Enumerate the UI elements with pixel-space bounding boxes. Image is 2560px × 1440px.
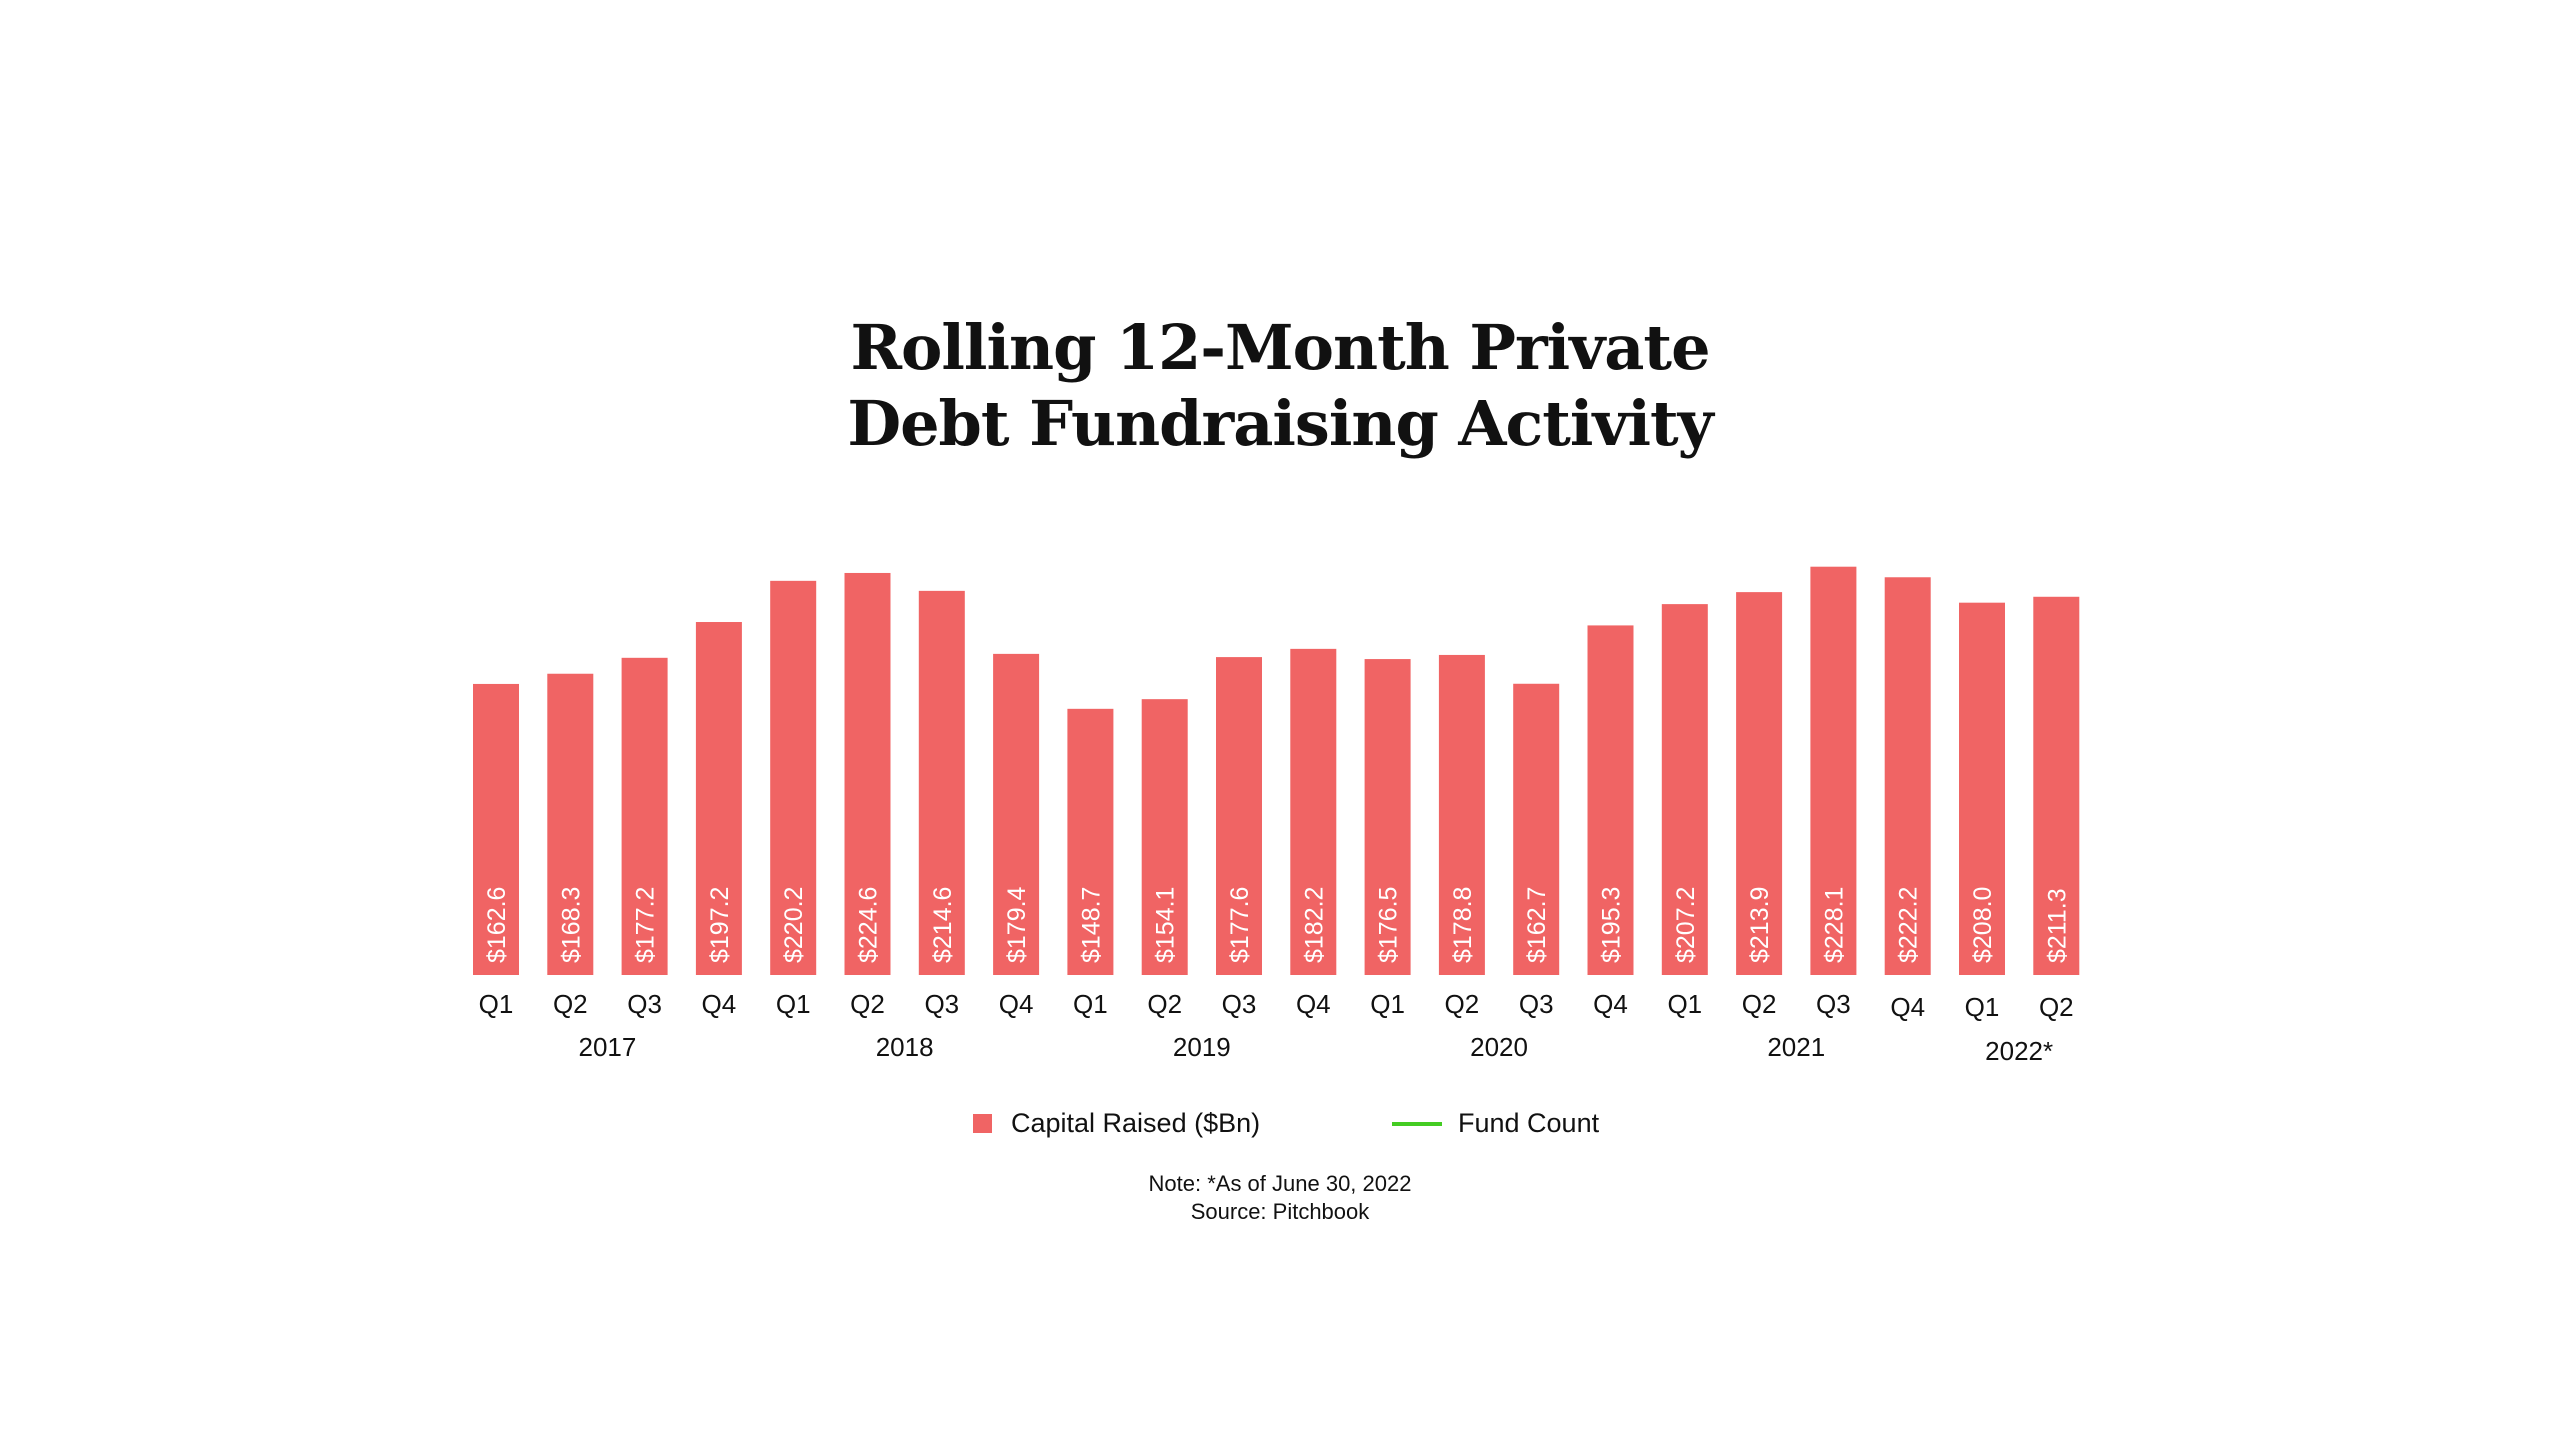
- x-tick-label-quarter: Q4: [1296, 989, 1331, 1019]
- bar-data-label: $154.1: [1152, 887, 1180, 963]
- x-tick-label-quarter: Q3: [1222, 989, 1257, 1019]
- bar-data-label: $224.6: [855, 887, 883, 963]
- x-tick-label-quarter: Q3: [1519, 989, 1554, 1019]
- bar: [1661, 604, 1708, 975]
- bar-data-label: $197.2: [706, 887, 734, 963]
- bar-data-label: $213.9: [1746, 887, 1774, 963]
- legend-item-capital-raised: Capital Raised ($Bn): [973, 1108, 1260, 1139]
- bar: [844, 572, 891, 975]
- bar: [695, 622, 742, 975]
- bar: [473, 683, 519, 975]
- bar-data-label: $228.1: [1820, 887, 1848, 963]
- bar: [1438, 654, 1485, 975]
- legend-line-icon: [1392, 1121, 1442, 1126]
- x-tick-label-year: 2018: [876, 1032, 934, 1062]
- x-tick-label-quarter: Q1: [1073, 989, 1108, 1019]
- bar-data-label: $195.3: [1598, 887, 1626, 963]
- bar: [1290, 648, 1337, 975]
- bar-data-label: $208.0: [1969, 887, 1997, 963]
- chart-title-line-1: Rolling 12-Month Private: [850, 311, 1710, 384]
- bar: [2033, 596, 2080, 975]
- legend-swatch-square-icon: [973, 1114, 992, 1133]
- x-tick-label-quarter: Q2: [2039, 992, 2074, 1022]
- x-tick-label-quarter: Q1: [479, 989, 514, 1019]
- chart-title-line-2: Debt Fundraising Activity: [847, 387, 1713, 460]
- bar: [621, 657, 668, 975]
- x-tick-label-quarter: Q1: [1965, 992, 2000, 1022]
- x-tick-label-quarter: Q1: [1370, 989, 1405, 1019]
- x-tick-label-quarter: Q4: [1890, 992, 1925, 1022]
- bar-data-label: $207.2: [1672, 887, 1700, 963]
- x-tick-label-quarter: Q1: [1667, 989, 1702, 1019]
- bar: [1364, 659, 1411, 975]
- bar-data-label: $220.2: [780, 887, 808, 963]
- bar: [1141, 699, 1188, 975]
- x-tick-label-quarter: Q2: [1147, 989, 1182, 1019]
- bar-data-label: $162.7: [1523, 887, 1551, 963]
- bar-data-label: $222.2: [1895, 887, 1923, 963]
- x-tick-label-quarter: Q2: [1742, 989, 1777, 1019]
- bar: [1587, 625, 1634, 975]
- chart-note: Note: *As of June 30, 2022: [1148, 1171, 1412, 1196]
- bar: [1959, 602, 2005, 975]
- legend-item-fund-count: Fund Count: [1392, 1108, 1599, 1139]
- bar-data-label: $177.2: [632, 887, 660, 963]
- x-tick-label-quarter: Q2: [553, 989, 588, 1019]
- x-tick-label-quarter: Q3: [924, 989, 959, 1019]
- x-tick-label-year: 2021: [1767, 1032, 1825, 1062]
- bar-data-label: $179.4: [1003, 886, 1031, 963]
- bar-data-label: $148.7: [1077, 887, 1105, 963]
- bar: [1513, 683, 1560, 975]
- chart-source: Source: Pitchbook: [1190, 1199, 1370, 1224]
- bar-data-label: $211.3: [2043, 888, 2071, 963]
- bar-data-label: $177.6: [1226, 887, 1254, 963]
- x-tick-label-quarter: Q4: [1593, 989, 1628, 1019]
- bar-data-label: $162.6: [483, 887, 511, 963]
- x-tick-label-quarter: Q3: [1816, 989, 1851, 1019]
- bar-data-label: $168.3: [557, 887, 585, 963]
- bar: [993, 653, 1040, 975]
- x-tick-label-year: 2022*: [1985, 1036, 2053, 1066]
- x-tick-label-quarter: Q4: [999, 989, 1034, 1019]
- x-tick-label-year: 2020: [1470, 1032, 1528, 1062]
- bar-data-label: $178.8: [1449, 887, 1477, 963]
- bar: [1216, 657, 1262, 975]
- legend-label: Fund Count: [1458, 1108, 1600, 1138]
- bar-data-label: $214.6: [929, 887, 957, 963]
- bar: [770, 580, 817, 975]
- bar: [918, 590, 965, 975]
- bar: [1884, 577, 1931, 975]
- legend-label: Capital Raised ($Bn): [1011, 1108, 1261, 1138]
- bar-chart: $162.6 Q1 $168.3 Q2 $177.2 Q3 $197.2 Q4 $220.2 Q1…: [473, 566, 2080, 1066]
- x-tick-label-quarter: Q2: [1445, 989, 1480, 1019]
- bar: [1736, 592, 1783, 975]
- x-tick-label-year: 2017: [579, 1032, 637, 1062]
- x-tick-label-quarter: Q3: [627, 989, 662, 1019]
- bar: [1067, 708, 1114, 975]
- bar-data-label: $176.5: [1375, 887, 1403, 963]
- x-tick-label-quarter: Q4: [702, 989, 737, 1019]
- x-tick-label-quarter: Q1: [776, 989, 811, 1019]
- x-tick-label-year: 2019: [1173, 1032, 1231, 1062]
- bar-data-label: $182.2: [1300, 887, 1328, 963]
- chart-title: Rolling 12-Month Private Debt Fundraisin…: [0, 310, 2560, 462]
- x-tick-label-quarter: Q2: [850, 989, 885, 1019]
- bar: [547, 673, 594, 975]
- bar: [1810, 566, 1857, 975]
